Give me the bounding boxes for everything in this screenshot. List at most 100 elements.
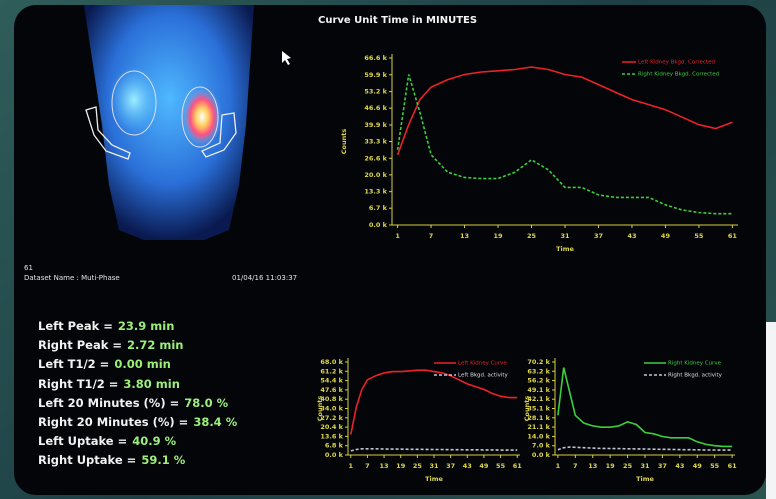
x-axis-label: Time — [425, 475, 443, 483]
x-tick-label: 7 — [365, 462, 370, 470]
result-label: Left Uptake = — [38, 434, 127, 448]
y-tick-label: 70.2 k — [527, 358, 550, 366]
y-tick-label: 63.2 k — [527, 367, 550, 375]
dataset-name: Dataset Name : Muti-Phase — [24, 274, 120, 282]
y-tick-label: 68.0 k — [320, 358, 343, 366]
result-value: 59.1 % — [141, 453, 185, 467]
result-value: 23.9 min — [118, 319, 175, 333]
x-axis-label: Time — [636, 475, 654, 483]
y-tick-label: 6.8 k — [325, 442, 344, 450]
x-tick-label: 55 — [710, 462, 720, 470]
x-tick-label: 13 — [380, 462, 389, 470]
y-tick-label: 49.1 k — [527, 386, 550, 394]
x-tick-label: 19 — [494, 232, 504, 240]
x-axis-label: Time — [556, 245, 574, 253]
page: {"chart_data": [ {"type": "line", "title… — [0, 0, 776, 499]
result-value: 2.72 min — [127, 338, 184, 352]
x-tick-label: 31 — [560, 232, 570, 240]
y-tick-label: 59.9 k — [364, 71, 387, 79]
x-tick-label: 1 — [349, 462, 354, 470]
y-tick-label: 0.0 k — [325, 451, 344, 459]
x-tick-label: 31 — [640, 462, 650, 470]
y-tick-label: 20.4 k — [320, 423, 343, 431]
y-tick-label: 21.1 k — [527, 423, 550, 431]
legend-label: Right Kidney Curve — [668, 361, 722, 367]
x-tick-label: 25 — [527, 232, 537, 240]
x-tick-label: 37 — [446, 462, 455, 470]
y-axis-label: Counts — [316, 396, 324, 422]
x-tick-label: 1 — [395, 232, 400, 240]
x-tick-label: 37 — [658, 462, 667, 470]
y-tick-label: 39.9 k — [364, 121, 387, 129]
legend-label: Left Bkgd. activity — [458, 373, 509, 379]
result-value: 40.9 % — [132, 434, 176, 448]
frame-number: 61 — [24, 264, 33, 272]
x-tick-label: 55 — [496, 462, 506, 470]
y-tick-label: 53.2 k — [364, 88, 387, 96]
screen: 0.0 k 6.7 k 13.3 k 20.0 k 26.6 k 33.3 k 39.9 k… — [14, 5, 766, 495]
series-line — [398, 67, 733, 155]
x-tick-label: 19 — [396, 462, 406, 470]
x-tick-label: 31 — [429, 462, 439, 470]
series-line — [351, 370, 517, 434]
x-tick-label: 61 — [728, 232, 738, 240]
scan-image — [84, 5, 291, 240]
x-tick-label: 49 — [661, 232, 671, 240]
series-line — [398, 75, 733, 214]
y-tick-label: 66.6 k — [364, 54, 387, 62]
result-value: 3.80 min — [123, 377, 180, 391]
x-tick-label: 43 — [627, 232, 636, 240]
result-row: Right Uptake = 59.1 % — [38, 453, 185, 467]
result-row: Left 20 Minutes (%) = 78.0 % — [38, 396, 228, 410]
result-row: Right T1/2 = 3.80 min — [38, 377, 180, 391]
y-tick-label: 0.0 k — [532, 451, 551, 459]
result-value: 38.4 % — [193, 415, 237, 429]
result-label: Right T1/2 = — [38, 377, 118, 391]
result-label: Left T1/2 = — [38, 357, 109, 371]
y-tick-label: 6.7 k — [369, 204, 388, 212]
result-label: Right 20 Minutes (%) = — [38, 415, 188, 429]
y-tick-label: 20.0 k — [364, 171, 387, 179]
legend-label: Right Bkgd. activity — [668, 373, 723, 379]
x-tick-label: 49 — [693, 462, 703, 470]
result-label: Right Uptake = — [38, 453, 136, 467]
x-tick-label: 25 — [413, 462, 423, 470]
y-tick-label: 54.4 k — [320, 377, 343, 385]
y-tick-label: 46.6 k — [364, 104, 387, 112]
chart-title: Curve Unit Time in MINUTES — [318, 15, 477, 26]
x-tick-label: 7 — [429, 232, 434, 240]
result-value: 78.0 % — [184, 396, 228, 410]
x-tick-label: 43 — [463, 462, 472, 470]
legend-label: Left Kidney Bkgd. Corrected — [638, 60, 715, 66]
y-tick-label: 13.6 k — [320, 432, 343, 440]
y-tick-label: 13.3 k — [364, 188, 387, 196]
result-row: Right Peak = 2.72 min — [38, 338, 184, 352]
y-tick-label: 14.0 k — [527, 432, 550, 440]
x-tick-label: 49 — [479, 462, 489, 470]
x-tick-label: 55 — [694, 232, 704, 240]
x-tick-label: 43 — [675, 462, 684, 470]
result-label: Left Peak = — [38, 319, 113, 333]
x-tick-label: 13 — [460, 232, 469, 240]
y-tick-label: 61.2 k — [320, 367, 343, 375]
y-tick-label: 33.3 k — [364, 138, 387, 146]
result-label: Right Peak = — [38, 338, 122, 352]
y-tick-label: 26.6 k — [364, 154, 387, 162]
x-tick-label: 7 — [573, 462, 578, 470]
series-line — [558, 447, 732, 450]
result-label: Left 20 Minutes (%) = — [38, 396, 179, 410]
y-tick-label: 47.6 k — [320, 386, 343, 394]
y-tick-label: 7.0 k — [532, 442, 551, 450]
y-axis-label: Counts — [523, 396, 531, 422]
x-tick-label: 37 — [594, 232, 603, 240]
result-row: Right 20 Minutes (%) = 38.4 % — [38, 415, 237, 429]
glare — [766, 322, 776, 499]
y-axis-label: Counts — [340, 129, 348, 155]
x-tick-label: 19 — [606, 462, 616, 470]
legend-label: Right Kidney Bkgd. Corrected — [638, 72, 719, 78]
result-row: Left T1/2 =0.00 min — [38, 357, 171, 371]
series-line — [351, 449, 517, 451]
x-tick-label: 1 — [556, 462, 561, 470]
y-tick-label: 0.0 k — [369, 221, 388, 229]
timestamp: 01/04/16 11:03:37 — [232, 274, 297, 282]
